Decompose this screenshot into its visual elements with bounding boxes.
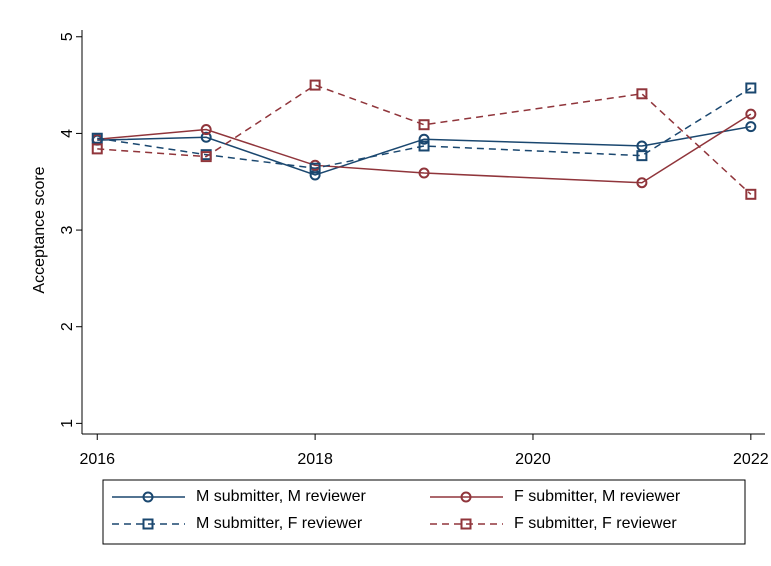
y-tick-label: 5 [59, 32, 76, 41]
x-tick-label: 2022 [733, 451, 769, 468]
legend-marker [460, 491, 472, 503]
marker [91, 132, 103, 144]
marker [200, 151, 212, 163]
legend-label: F submitter, F reviewer [514, 515, 677, 532]
marker [418, 140, 430, 152]
marker [418, 133, 430, 145]
marker [636, 88, 648, 100]
marker [745, 121, 757, 133]
series-line [97, 113, 752, 184]
legend-label: M submitter, F reviewer [196, 515, 363, 532]
y-tick-label: 1 [59, 419, 76, 428]
marker [745, 108, 757, 120]
marker [91, 143, 103, 155]
series-line [97, 87, 752, 169]
marker [309, 79, 321, 91]
series-line [97, 125, 751, 176]
legend-marker [460, 518, 472, 530]
marker [200, 124, 212, 136]
y-tick-label: 3 [59, 226, 76, 235]
y-tick-label: 4 [59, 129, 76, 138]
marker [636, 177, 648, 189]
legend-label: M submitter, M reviewer [196, 488, 366, 505]
x-tick-label: 2020 [515, 451, 551, 468]
legend-box [102, 479, 746, 545]
x-tick-label: 2018 [297, 451, 333, 468]
legend-marker [142, 518, 154, 530]
legend-marker [142, 491, 154, 503]
marker [636, 150, 648, 162]
legend-label: F submitter, M reviewer [514, 488, 681, 505]
x-tick-label: 2016 [79, 451, 115, 468]
marker [418, 119, 430, 131]
marker [418, 167, 430, 179]
marker [745, 82, 757, 94]
marker [200, 131, 212, 143]
y-axis-title: Acceptance score [31, 166, 48, 293]
marker [745, 188, 757, 200]
series-line [97, 84, 752, 195]
y-tick-label: 2 [59, 322, 76, 331]
marker [309, 162, 321, 174]
